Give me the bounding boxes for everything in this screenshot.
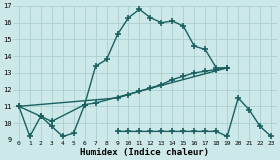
X-axis label: Humidex (Indice chaleur): Humidex (Indice chaleur) [80, 148, 209, 156]
